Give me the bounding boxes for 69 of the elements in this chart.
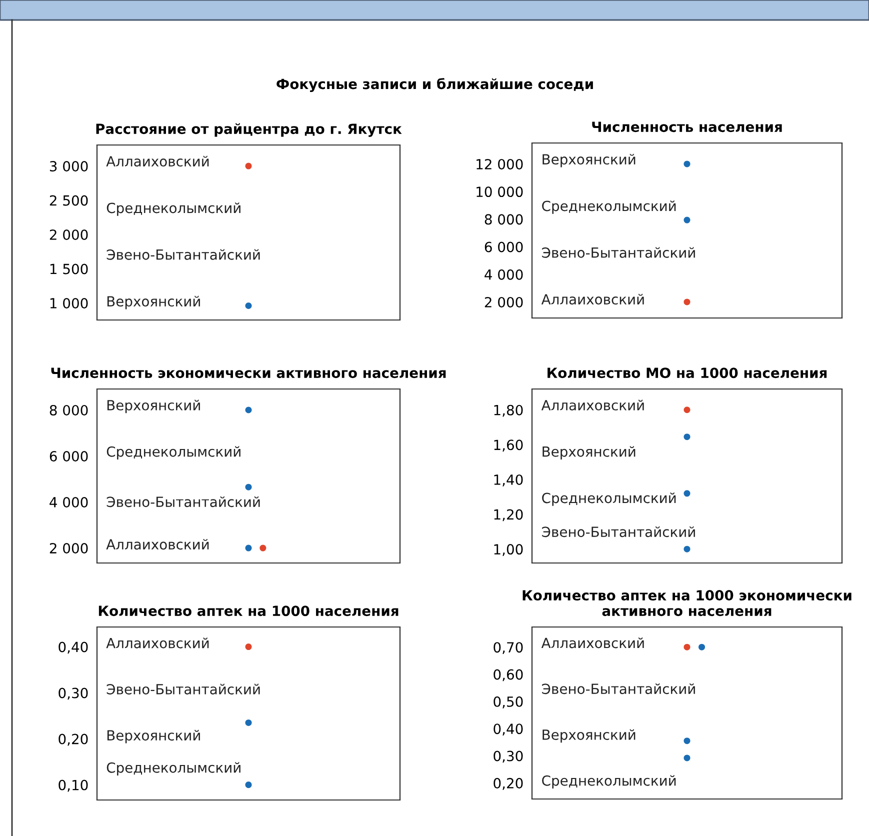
annotation: Среднеколымский <box>542 200 676 214</box>
annotation: Эвено-Бытантайский <box>106 249 260 260</box>
point <box>698 644 706 650</box>
y-tick-label: 1,80 <box>494 404 523 417</box>
annotation: Верхоянский <box>542 729 636 743</box>
y-tick-label: 0,30 <box>494 750 523 763</box>
annotation: Аллаиховский <box>106 538 209 550</box>
annotation: Среднеколымский <box>106 446 240 460</box>
annotation: Эвено-Бытантайский <box>106 684 260 694</box>
y-tick-label: 1,60 <box>494 440 523 452</box>
y-tick-label: 0,30 <box>58 688 88 700</box>
annotation: Верхоянский <box>107 730 200 744</box>
y-tick-label: 1 500 <box>50 264 88 274</box>
y-tick-label: 0,20 <box>58 734 88 746</box>
chart-title: Количество аптек на 1000 населения <box>98 606 398 616</box>
chart-title: Количество аптек на 1000 экономически активного населения <box>522 590 852 616</box>
y-tick-label: 1,00 <box>494 544 523 556</box>
y-tick-label: 8 000 <box>484 214 523 225</box>
point <box>684 738 690 744</box>
annotation: Среднеколымский <box>106 762 240 776</box>
y-tick-label: 1 000 <box>50 298 88 308</box>
point <box>684 754 690 762</box>
annotation: Аллаиховский <box>541 294 644 305</box>
y-tick-label: 4 000 <box>484 269 523 280</box>
y-tick-label: 0,40 <box>494 724 523 736</box>
annotation: Аллаиховский <box>541 400 644 410</box>
annotation: Эвено-Бытантайский <box>542 247 695 258</box>
point <box>245 484 252 490</box>
annotation: Среднеколымский <box>542 492 676 506</box>
y-tick-label: 1,20 <box>494 509 523 522</box>
y-tick-label: 0,70 <box>494 642 523 654</box>
annotation: Аллаиховский <box>106 638 209 648</box>
y-tick-label: 2 000 <box>50 543 88 554</box>
annotation: Аллаиховский <box>106 156 209 167</box>
text: Фокусные записи и ближайшие соседи <box>276 78 593 92</box>
y-tick-label: 1,40 <box>494 474 523 486</box>
y-tick-label: 6 000 <box>484 242 523 252</box>
annotation: Верхоянский <box>542 154 636 168</box>
chart-title: Расстояние от райцентра до г. Якутск <box>96 123 402 137</box>
y-tick-label: 2 000 <box>50 229 88 240</box>
annotation: Верхоянский <box>107 400 200 414</box>
annotation: Верхоянский <box>107 296 200 310</box>
chart-title: Численность экономически активного населения <box>51 368 446 378</box>
y-tick-label: 6 000 <box>50 450 88 462</box>
annotation: Эвено-Бытантайский <box>542 526 695 538</box>
y-tick-label: 4 000 <box>50 497 88 508</box>
y-tick-label: 0,60 <box>494 669 523 682</box>
annotation: Верхоянский <box>542 446 636 460</box>
y-tick-label: 2 000 <box>484 296 523 308</box>
point <box>684 644 690 650</box>
annotation: Эвено-Бытантайский <box>542 683 695 694</box>
point <box>245 544 252 552</box>
annotation: Эвено-Бытантайский <box>106 496 260 508</box>
chart-title: Количество МО на 1000 населения <box>548 368 827 378</box>
annotation: Среднеколымский <box>542 775 676 789</box>
point <box>260 544 266 552</box>
annotation: Среднеколымский <box>106 202 240 216</box>
annotation: Аллаиховский <box>541 638 644 648</box>
y-tick-label: 0,10 <box>58 780 88 792</box>
y-tick-label: 8 000 <box>50 404 88 416</box>
y-tick-label: 10 000 <box>476 186 523 198</box>
point <box>245 406 252 414</box>
y-tick-label: 12 000 <box>476 158 523 170</box>
y-tick-label: 3 000 <box>50 160 88 172</box>
y-tick-label: 0,50 <box>494 696 523 708</box>
y-tick-label: 0,20 <box>494 778 523 790</box>
y-tick-label: 2 500 <box>50 195 88 206</box>
y-tick-label: 0,40 <box>58 642 88 654</box>
chart-title: Численность населения <box>592 122 782 132</box>
